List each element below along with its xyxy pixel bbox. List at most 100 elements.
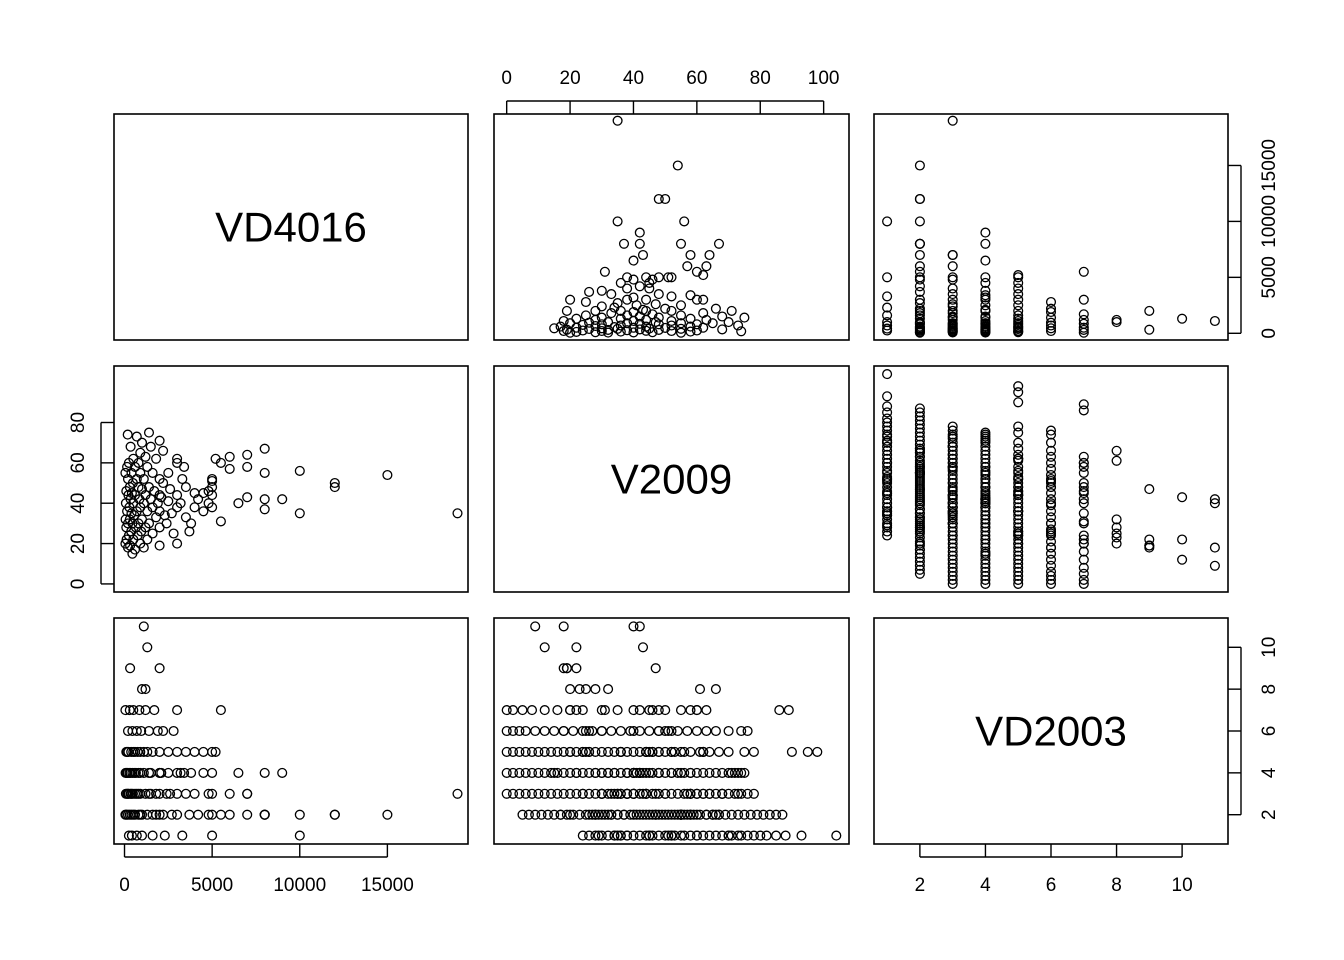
point-vd4016-vs-v2009 <box>717 311 728 322</box>
point-vd4016-vs-v2009 <box>660 303 671 314</box>
point-v2009-vs-vd2003 <box>947 526 958 537</box>
point-vd2003-vs-v2009 <box>720 809 731 820</box>
point-v2009-vs-vd2003 <box>1013 534 1024 545</box>
point-vd4016-vs-v2009 <box>634 238 645 249</box>
point-v2009-vs-vd4016 <box>168 528 179 539</box>
point-v2009-vs-vd2003 <box>914 564 925 575</box>
point-vd2003-vs-v2009 <box>685 767 696 778</box>
point-vd2003-vs-v2009 <box>637 767 649 778</box>
point-vd2003-vs-vd4016 <box>172 746 183 757</box>
point-vd2003-vs-v2009 <box>675 809 687 820</box>
point-vd2003-vs-v2009 <box>698 746 709 757</box>
point-v2009-vs-vd2003 <box>1045 451 1057 462</box>
point-v2009-vs-vd2003 <box>882 498 893 509</box>
point-vd2003-vs-v2009 <box>685 746 696 757</box>
point-v2009-vs-vd2003 <box>914 439 925 450</box>
point-vd2003-vs-v2009 <box>571 788 582 799</box>
point-v2009-vs-vd2003 <box>1078 508 1089 519</box>
point-v2009-vs-vd2003 <box>947 421 958 432</box>
point-vd2003-vs-v2009 <box>514 767 525 778</box>
point-vd2003-vs-v2009 <box>679 746 690 757</box>
point-vd2003-vs-v2009 <box>666 788 677 799</box>
point-vd4016-vs-vd2003 <box>947 289 958 300</box>
point-vd2003-vs-vd4016 <box>175 767 186 778</box>
point-vd2003-vs-v2009 <box>580 684 591 695</box>
point-v2009-vs-vd2003 <box>1177 554 1188 565</box>
point-vd2003-vs-v2009 <box>682 809 693 820</box>
point-vd2003-vs-v2009 <box>615 788 626 799</box>
point-v2009-vs-vd4016 <box>210 453 221 464</box>
point-vd2003-vs-v2009 <box>713 809 725 820</box>
point-v2009-vs-vd2003 <box>914 492 925 503</box>
point-v2009-vs-vd2003 <box>882 407 893 418</box>
point-v2009-vs-vd4016 <box>122 461 133 472</box>
point-vd4016-vs-v2009 <box>596 285 607 296</box>
point-vd2003-vs-v2009 <box>603 684 614 695</box>
point-v2009-vs-vd2003 <box>882 391 893 402</box>
point-vd2003-vs-v2009 <box>739 746 750 757</box>
point-vd2003-vs-v2009 <box>628 746 639 757</box>
point-vd2003-vs-vd4016 <box>189 746 200 757</box>
point-vd4016-vs-v2009 <box>622 310 633 321</box>
diagonal-label-vd4016: VD4016 <box>215 204 367 251</box>
point-v2009-vs-vd2003 <box>947 550 958 561</box>
point-v2009-vs-vd2003 <box>882 518 893 529</box>
point-vd4016-vs-v2009 <box>650 299 661 310</box>
point-vd2003-vs-v2009 <box>748 830 759 841</box>
point-v2009-vs-vd2003 <box>1111 445 1122 456</box>
point-vd2003-vs-v2009 <box>679 809 690 820</box>
point-vd4016-vs-v2009 <box>675 238 687 249</box>
point-vd2003-vs-vd4016 <box>172 705 183 716</box>
point-vd2003-vs-v2009 <box>666 767 677 778</box>
point-vd4016-vs-v2009 <box>622 294 633 305</box>
point-v2009-vs-vd2003 <box>947 457 958 468</box>
point-vd2003-vs-v2009 <box>590 788 601 799</box>
bottom-axis-tick-label: 6 <box>1046 875 1057 896</box>
point-v2009-vs-vd4016 <box>224 463 235 474</box>
point-vd2003-vs-v2009 <box>628 767 639 778</box>
point-vd4016-vs-v2009 <box>596 301 607 312</box>
point-v2009-vs-vd2003 <box>882 453 893 464</box>
point-vd2003-vs-vd4016 <box>154 809 165 820</box>
point-vd2003-vs-v2009 <box>542 809 553 820</box>
point-v2009-vs-vd2003 <box>980 465 991 476</box>
point-vd2003-vs-v2009 <box>710 684 721 695</box>
point-vd4016-vs-v2009 <box>606 308 617 319</box>
point-vd4016-vs-vd2003 <box>1045 320 1057 331</box>
point-vd4016-vs-vd2003 <box>1078 324 1089 335</box>
point-v2009-vs-vd4016 <box>224 451 235 462</box>
point-vd2003-vs-v2009 <box>622 830 633 841</box>
point-v2009-vs-vd2003 <box>882 445 893 456</box>
point-v2009-vs-vd2003 <box>914 512 925 523</box>
point-v2009-vs-vd2003 <box>1045 554 1057 565</box>
point-vd2003-vs-v2009 <box>580 746 591 757</box>
point-vd2003-vs-v2009 <box>675 746 687 757</box>
point-vd2003-vs-v2009 <box>609 788 620 799</box>
point-v2009-vs-vd2003 <box>1111 532 1122 543</box>
point-vd4016-vs-vd2003 <box>1078 314 1089 325</box>
point-vd2003-vs-v2009 <box>672 788 683 799</box>
point-vd2003-vs-v2009 <box>577 830 588 841</box>
point-vd2003-vs-v2009 <box>660 788 671 799</box>
point-v2009-vs-vd2003 <box>947 453 958 464</box>
point-vd4016-vs-vd2003 <box>947 301 958 312</box>
point-v2009-vs-vd4016 <box>242 449 253 460</box>
point-v2009-vs-vd2003 <box>980 490 991 501</box>
point-v2009-vs-vd2003 <box>947 574 958 585</box>
point-v2009-vs-vd2003 <box>1045 469 1057 481</box>
point-vd2003-vs-v2009 <box>736 767 747 778</box>
point-vd2003-vs-v2009 <box>764 809 775 820</box>
point-vd2003-vs-v2009 <box>704 788 715 799</box>
point-v2009-vs-vd2003 <box>980 546 991 557</box>
point-vd2003-vs-vd4016 <box>207 809 218 820</box>
point-v2009-vs-vd2003 <box>914 524 925 535</box>
point-v2009-vs-vd2003 <box>1045 548 1057 559</box>
point-v2009-vs-vd4016 <box>172 538 183 549</box>
point-vd2003-vs-vd4016 <box>131 830 142 841</box>
point-vd2003-vs-v2009 <box>644 767 655 778</box>
point-vd2003-vs-vd4016 <box>158 809 169 820</box>
right-axis-tick-label: 5000 <box>1259 256 1280 298</box>
point-vd2003-vs-v2009 <box>596 809 607 820</box>
point-vd2003-vs-vd4016 <box>120 809 131 820</box>
point-vd4016-vs-vd2003 <box>1209 315 1220 327</box>
